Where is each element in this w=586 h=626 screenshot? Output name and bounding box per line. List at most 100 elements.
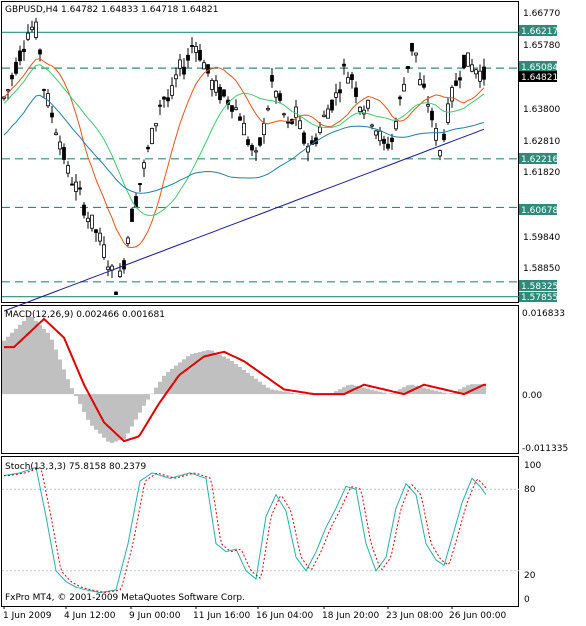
- macd-histogram-bar: [294, 393, 298, 395]
- current-price-box: 1.64821: [519, 71, 558, 83]
- macd-histogram-bar: [158, 381, 162, 395]
- macd-histogram-bar: [154, 387, 158, 395]
- macd-histogram-bar: [146, 394, 150, 400]
- macd-histogram-bar: [430, 389, 434, 395]
- price-panel-frame: [1, 1, 519, 303]
- macd-histogram-bar: [426, 388, 430, 395]
- price-tick-label: 1.59840: [523, 233, 560, 243]
- price-tick-label: 1.65780: [523, 41, 560, 51]
- candle-body: [174, 74, 178, 80]
- macd-histogram-bar: [250, 375, 254, 395]
- axes: [3, 606, 453, 609]
- macd-histogram-bar: [442, 392, 446, 395]
- level-label: 1.66217: [521, 27, 558, 37]
- current-price-label: 1.64821: [521, 73, 558, 83]
- time-tick-label: 9 Jun 00:00: [129, 611, 181, 621]
- candle-body: [206, 64, 210, 74]
- macd-histogram-bar: [210, 350, 214, 395]
- macd-histogram-bar: [390, 393, 394, 395]
- candle-body: [178, 59, 182, 69]
- candle-body: [254, 150, 258, 153]
- macd-histogram-bar: [122, 394, 126, 439]
- candle-body: [198, 50, 202, 61]
- macd-histogram-bar: [46, 332, 50, 395]
- macd-histogram-bar: [58, 359, 62, 395]
- candle-body: [238, 116, 242, 121]
- candle-body: [30, 26, 34, 31]
- macd-histogram-bar: [166, 371, 170, 395]
- time-tick-label: 18 Jun 20:00: [322, 611, 379, 621]
- candle-body: [246, 139, 250, 145]
- candle-body: [222, 89, 226, 97]
- macd-histogram-bar: [298, 394, 302, 395]
- candle-body: [346, 77, 350, 84]
- candle-body: [274, 90, 278, 98]
- candle-body: [426, 104, 430, 107]
- candle-body: [10, 75, 14, 80]
- candle-body: [18, 50, 22, 62]
- stoch-panel-frame: [1, 456, 519, 607]
- macd-histogram-bar: [30, 316, 34, 395]
- candle-body: [322, 114, 326, 117]
- price-tick-label: 1.62810: [523, 137, 560, 147]
- macd-histogram-bar: [90, 394, 94, 426]
- candle-body: [250, 145, 254, 151]
- candle-body: [390, 137, 394, 143]
- macd-histogram-bar: [126, 394, 130, 434]
- candle-body: [162, 96, 166, 100]
- price-panel[interactable]: [2, 17, 519, 312]
- candle-body: [262, 123, 266, 136]
- candle-body: [146, 146, 150, 150]
- macd-histogram-bar: [142, 394, 146, 406]
- candle-body: [150, 127, 154, 145]
- stoch-tick-label: 20: [524, 571, 536, 581]
- macd-signal-line: [4, 317, 486, 443]
- candle-body: [482, 66, 486, 80]
- candle-body: [154, 123, 158, 127]
- candle-body: [78, 187, 82, 190]
- candle-body: [398, 96, 402, 100]
- candle-body: [234, 107, 238, 110]
- macd-histogram-bar: [262, 384, 266, 395]
- macd-histogram-bar: [438, 391, 442, 395]
- candle-body: [270, 75, 274, 82]
- macd-histogram-bar: [254, 378, 258, 395]
- macd-histogram-bar: [342, 387, 346, 395]
- macd-tick-label: 0.00: [522, 391, 542, 401]
- stoch-panel[interactable]: [2, 466, 519, 594]
- price-panel-header: GBPUSD,H4 1.64782 1.64833 1.64718 1.6482…: [5, 5, 218, 15]
- macd-panel[interactable]: [2, 316, 486, 443]
- macd-histogram-bar: [234, 363, 238, 395]
- level-label-box: 1.60678: [519, 204, 558, 216]
- candle-body: [22, 48, 26, 53]
- candle-body: [42, 89, 46, 91]
- candle-body: [362, 109, 366, 115]
- macd-histogram-bar: [114, 394, 118, 442]
- candle-body: [434, 128, 438, 141]
- macd-histogram-bar: [222, 356, 226, 395]
- candle-body: [58, 141, 62, 150]
- stoch-signal-line: [4, 467, 487, 593]
- macd-histogram-bar: [66, 379, 70, 395]
- macd-histogram-bar: [246, 372, 250, 395]
- macd-histogram-bar: [450, 393, 454, 395]
- candle-body: [170, 85, 174, 96]
- macd-histogram-bar: [226, 358, 230, 395]
- macd-histogram-bar: [362, 387, 366, 395]
- candle-body: [138, 183, 142, 186]
- level-label: 1.62216: [521, 155, 558, 165]
- level-label-box: 1.65084: [519, 61, 558, 73]
- macd-histogram-bar: [82, 394, 86, 412]
- moving-average-line: [3, 58, 485, 249]
- candle-body: [358, 106, 362, 113]
- macd-histogram-bar: [6, 336, 10, 395]
- candle-body: [214, 80, 218, 93]
- candle-body: [394, 121, 398, 130]
- macd-histogram-bar: [54, 349, 58, 395]
- moving-average-line: [3, 94, 485, 194]
- candle-body: [102, 244, 106, 258]
- candle-body: [126, 237, 130, 244]
- candle-body: [90, 214, 94, 229]
